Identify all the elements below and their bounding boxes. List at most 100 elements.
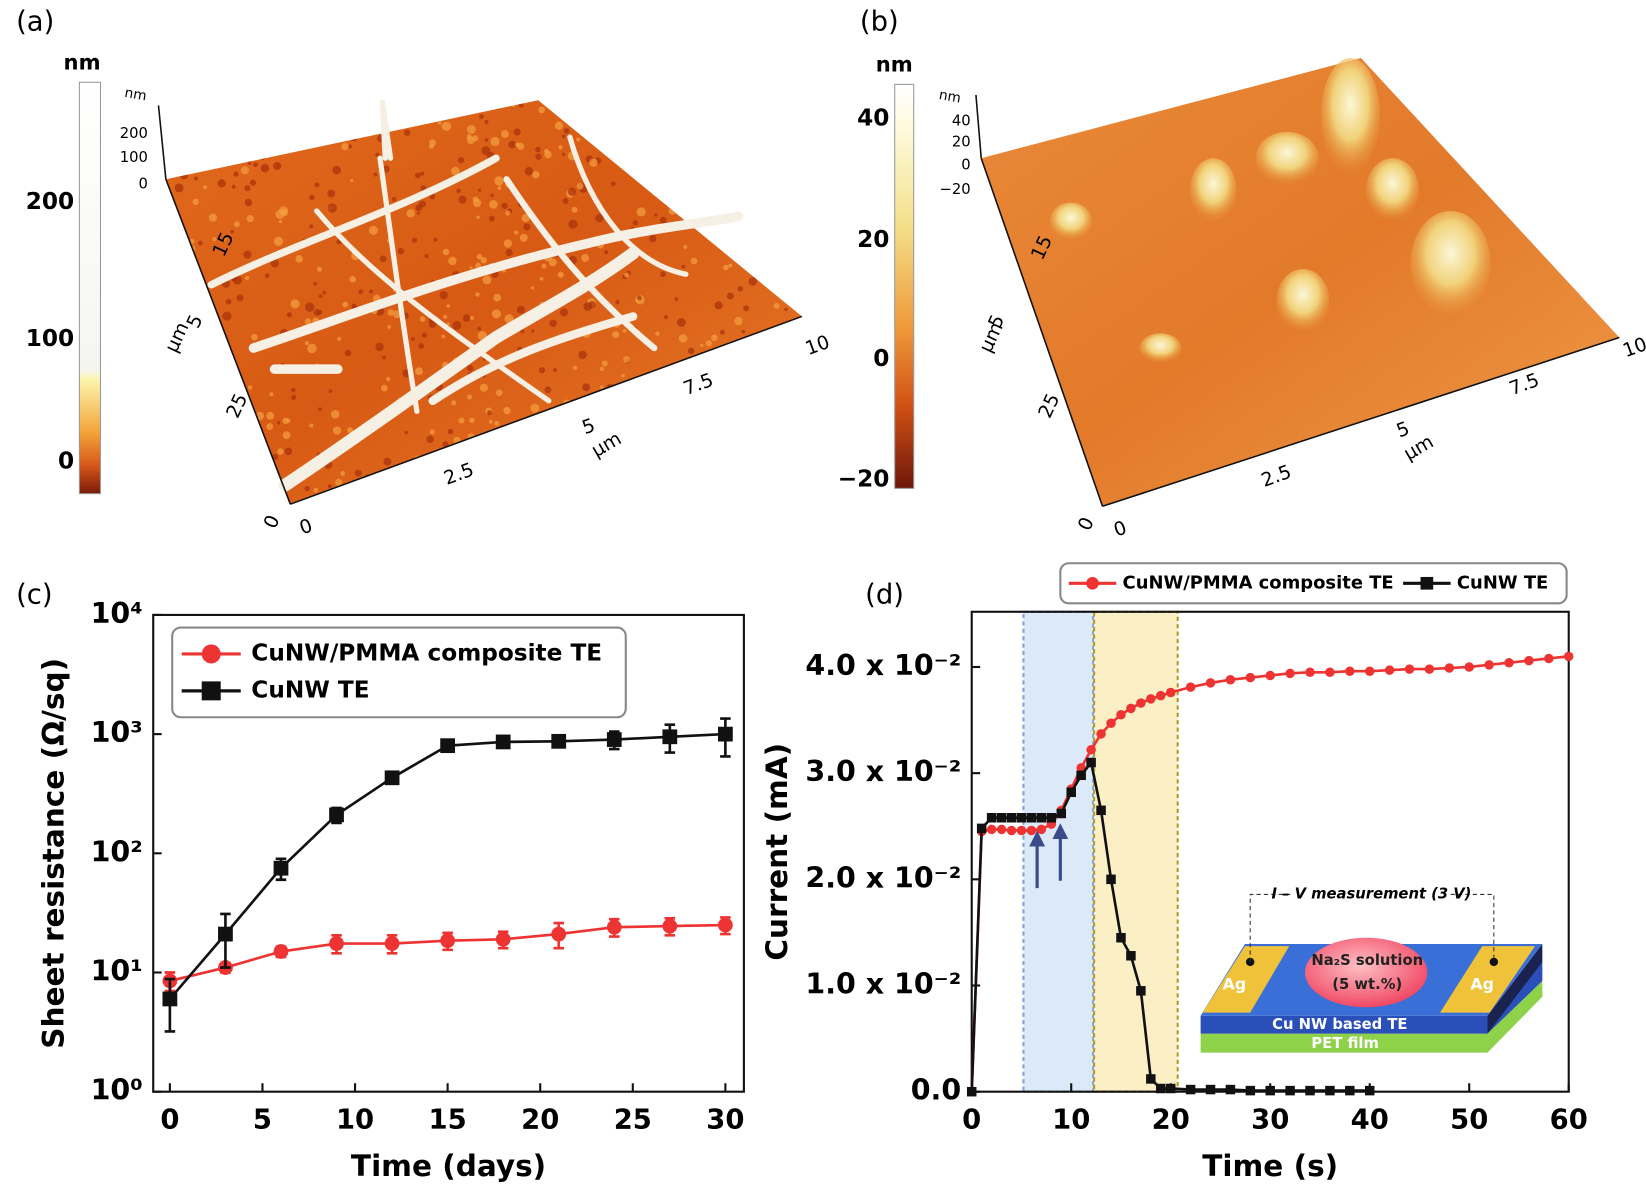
grain: [279, 494, 284, 499]
grain: [700, 402, 709, 410]
grain: [203, 427, 208, 432]
point: [384, 770, 400, 786]
grain: [318, 407, 322, 412]
grain: [632, 136, 641, 145]
point: [662, 918, 678, 934]
grain: [469, 266, 473, 270]
grain: [169, 238, 180, 249]
grain: [624, 127, 629, 132]
grain: [165, 421, 169, 426]
grain: [453, 493, 463, 503]
grain: [510, 428, 517, 436]
z-tick-label: 40: [952, 112, 971, 129]
point: [273, 944, 289, 959]
panel-label: (c): [16, 579, 52, 610]
grain: [678, 490, 688, 500]
grain: [456, 188, 461, 194]
grain: [578, 350, 587, 360]
grain: [489, 199, 498, 209]
z-tick-label: 200: [120, 125, 148, 142]
grain: [266, 502, 273, 505]
grain: [245, 275, 250, 281]
grain: [586, 456, 591, 462]
grain: [513, 495, 520, 502]
grain: [695, 417, 699, 421]
grain: [411, 237, 418, 243]
point: [1285, 668, 1295, 679]
point: [1046, 813, 1057, 823]
grain: [659, 189, 664, 194]
grain: [206, 138, 211, 143]
colorbar-unit: nm: [876, 51, 913, 76]
point: [1146, 1074, 1156, 1084]
grain: [244, 185, 251, 192]
grain: [409, 121, 414, 126]
grain: [662, 174, 669, 180]
grain: [337, 336, 342, 341]
solution-drop: [1305, 937, 1428, 1008]
grain: [458, 195, 467, 204]
point: [1076, 770, 1086, 781]
point: [1026, 813, 1037, 823]
point: [1364, 666, 1375, 676]
legend-marker: [201, 644, 221, 664]
grain: [266, 423, 274, 430]
grain: [705, 489, 711, 496]
point: [1016, 825, 1027, 836]
grain: [785, 423, 795, 433]
grain: [278, 219, 283, 224]
grain: [439, 497, 449, 505]
grain: [350, 178, 354, 183]
grain: [443, 314, 448, 319]
grain: [636, 207, 646, 217]
grain: [469, 315, 474, 320]
grain: [539, 276, 544, 281]
grain: [227, 478, 234, 485]
colorbar-tick-label: 40: [857, 105, 889, 132]
grain: [598, 391, 608, 401]
grain: [328, 389, 333, 393]
grain: [544, 386, 552, 394]
grain: [263, 100, 273, 101]
point: [1006, 825, 1017, 836]
grain: [397, 248, 405, 255]
grain: [356, 110, 361, 115]
grain: [337, 110, 346, 119]
grain: [227, 471, 233, 477]
grain: [561, 152, 566, 156]
grain: [496, 428, 505, 437]
grain: [484, 119, 489, 124]
grain: [738, 372, 744, 378]
grain: [192, 198, 199, 206]
colorbar-tick-label: 0: [58, 447, 74, 474]
grain: [668, 458, 673, 463]
point: [996, 824, 1007, 835]
grain: [622, 455, 628, 461]
point: [1225, 1084, 1236, 1095]
point: [606, 919, 622, 935]
grain: [247, 385, 253, 390]
colorbar-unit: nm: [64, 49, 101, 74]
panel-label: (b): [860, 7, 899, 38]
grain: [695, 401, 702, 408]
grain: [495, 389, 503, 397]
grain: [525, 495, 535, 505]
inset-label: PET film: [1311, 1035, 1378, 1052]
grain: [165, 325, 167, 332]
grain: [333, 492, 340, 499]
grain: [562, 197, 569, 204]
grain: [759, 363, 768, 372]
point: [1384, 665, 1395, 675]
grain: [521, 213, 530, 223]
grain: [477, 188, 482, 192]
grain: [372, 104, 377, 109]
point: [1205, 678, 1216, 688]
grain: [558, 145, 563, 150]
grain: [382, 355, 387, 360]
grain: [592, 122, 600, 131]
grain: [360, 115, 369, 123]
x-tick-label: 20: [1152, 1105, 1190, 1136]
x-tick-label: 10: [336, 1105, 374, 1136]
grain: [676, 317, 686, 327]
grain: [700, 343, 704, 347]
